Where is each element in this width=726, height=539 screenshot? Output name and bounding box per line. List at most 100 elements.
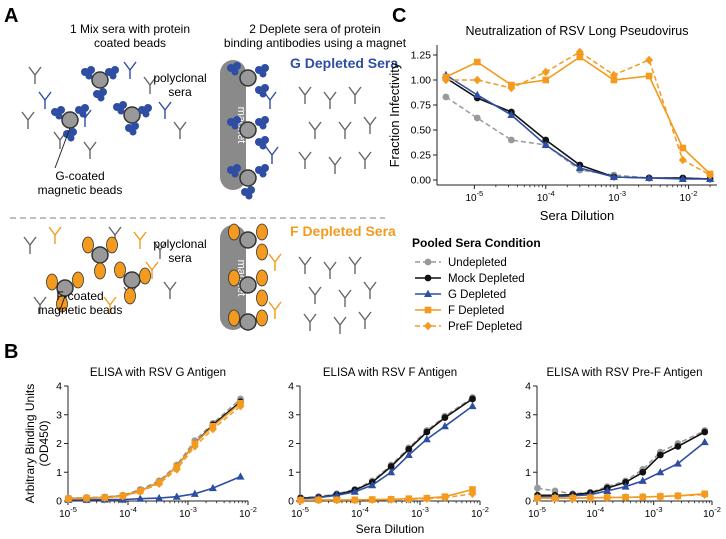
series-line-g-depleted <box>537 441 706 498</box>
series-g-depleted <box>533 437 709 500</box>
x-tick-label: 10-2 <box>239 505 257 520</box>
series-undepleted <box>297 394 476 501</box>
data-point-g-depleted <box>621 482 630 490</box>
legend-item-pref-depleted: PreF Depleted <box>415 321 522 333</box>
g-beads-label-line2: magnetic beads <box>38 183 123 197</box>
legend-item-undepleted: Undepleted <box>415 257 507 269</box>
series-line-f-depleted <box>68 402 242 500</box>
legend-item-label: G Depleted <box>448 289 506 301</box>
x-tick-label: 10-3 <box>411 505 429 520</box>
legend-item-g-depleted: G Depleted <box>415 289 506 301</box>
g-bead <box>91 71 109 89</box>
data-point-g-depleted <box>404 450 413 458</box>
data-point-g-depleted <box>609 172 618 180</box>
x-tick-label: 10-4 <box>119 505 137 520</box>
data-point-pref-depleted <box>64 494 73 504</box>
g-bead <box>61 111 79 129</box>
data-point-g-depleted <box>656 468 665 476</box>
series-line-pref-depleted <box>445 51 711 176</box>
series-g-depleted <box>296 401 477 502</box>
data-point-pref-depleted <box>541 67 550 77</box>
data-point-pref-depleted <box>551 493 560 503</box>
data-point-g-depleted <box>387 468 396 476</box>
f-bead <box>123 271 141 289</box>
data-point-g-depleted <box>678 174 687 182</box>
data-point-pref-depleted <box>678 155 687 165</box>
data-point-pref-depleted <box>673 491 682 501</box>
f-magnet: magnet <box>220 223 282 331</box>
data-point-g-depleted <box>468 401 477 410</box>
legend-swatch-marker <box>424 321 432 331</box>
y-tick-label: 4 <box>525 381 531 393</box>
data-point-pref-depleted <box>332 495 341 505</box>
legend-swatch-marker <box>424 306 432 314</box>
polyclonal-label-top-line2: sera <box>168 85 192 99</box>
polyclonal-label-bottom-line2: sera <box>168 251 192 265</box>
data-point-mock-depleted <box>639 468 647 476</box>
data-point-pref-depleted <box>155 479 164 488</box>
legend: Pooled Sera Condition Undepleted Mock Dep… <box>412 236 541 333</box>
elisa-pref-chart: 0 1 2 3 4 10-5 10-4 10-3 10-2 ELISA with RSV Pre-… <box>525 367 721 520</box>
data-point-pref-depleted <box>586 493 595 503</box>
y-tick-label: 1.00 <box>411 75 432 87</box>
x-tick-label: 10-2 <box>471 505 489 520</box>
legend-swatch-marker <box>424 258 432 266</box>
data-point-g-depleted <box>190 489 199 497</box>
legend-item-label: Undepleted <box>448 257 507 269</box>
f-beads-label-line1: F-coated <box>56 289 103 303</box>
x-tick-label: 10-5 <box>528 505 546 520</box>
data-point-pref-depleted <box>609 70 618 80</box>
data-point-pref-depleted <box>441 75 450 85</box>
data-point-pref-depleted <box>404 495 413 504</box>
chart-title: ELISA with RSV F Antigen <box>323 367 457 379</box>
y-tick-label: 2 <box>288 438 294 450</box>
legend-swatch-marker <box>424 274 432 282</box>
step2-title-line2: binding antibodies using a magnet <box>224 36 407 50</box>
g-beads-label-line1: G-coated <box>55 169 104 183</box>
panel-label-b: B <box>4 341 18 363</box>
data-point-pref-depleted <box>621 493 630 502</box>
data-point-f-depleted <box>469 486 476 493</box>
g-bead <box>123 106 141 124</box>
data-point-pref-depleted <box>422 494 431 503</box>
x-tick-label: 10-2 <box>703 505 721 520</box>
data-point-pref-depleted <box>468 489 477 499</box>
y-tick-label: 4 <box>56 381 62 393</box>
series-line-g-depleted <box>300 405 473 500</box>
elisa-g-chart: 0 1 2 3 4 10-5 10-4 10-3 10-2 ELISA with RSV G An… <box>23 367 257 520</box>
x-tick-label: 10-5 <box>59 505 77 520</box>
data-point-g-depleted <box>172 492 181 500</box>
y-tick-label: 1 <box>288 467 294 479</box>
legend-title: Pooled Sera Condition <box>412 236 541 250</box>
g-magnet: magnet <box>220 60 279 200</box>
y-tick-label: 1 <box>56 467 62 479</box>
data-point-g-depleted <box>422 434 431 443</box>
data-point-undepleted <box>507 136 515 144</box>
y-axis-label: Arbitrary Binding Units(OD450) <box>23 384 51 503</box>
data-point-g-depleted <box>208 483 217 492</box>
data-point-g-depleted <box>673 459 682 467</box>
data-point-mock-depleted <box>701 428 709 436</box>
x-axis-label: Sera Dilution <box>356 522 425 536</box>
series-line-pref-depleted <box>537 493 705 499</box>
data-point-f-depleted <box>576 53 584 61</box>
legend-item-mock-depleted: Mock Depleted <box>415 273 525 285</box>
data-point-pref-depleted <box>706 170 715 180</box>
f-beads-label-line2: magnetic beads <box>38 303 123 317</box>
legend-swatch-marker <box>424 289 432 297</box>
step2-title-line1: 2 Deplete sera of protein <box>249 22 380 36</box>
panel-label-a: A <box>4 5 18 27</box>
data-point-pref-depleted <box>350 495 359 505</box>
data-point-pref-depleted <box>387 495 396 504</box>
data-point-f-depleted <box>610 76 618 84</box>
data-point-mock-depleted <box>469 395 476 403</box>
x-tick-label: 10-3 <box>645 505 663 520</box>
data-point-g-depleted <box>368 480 377 489</box>
x-tick-label: 10-4 <box>351 505 369 520</box>
x-axis-label: Sera Dilution <box>540 208 614 223</box>
y-tick-label: 4 <box>288 381 294 393</box>
data-point-mock-depleted <box>622 478 629 486</box>
data-point-g-depleted <box>638 476 647 484</box>
series-f-depleted <box>442 53 714 178</box>
series-pref-depleted <box>296 489 477 505</box>
